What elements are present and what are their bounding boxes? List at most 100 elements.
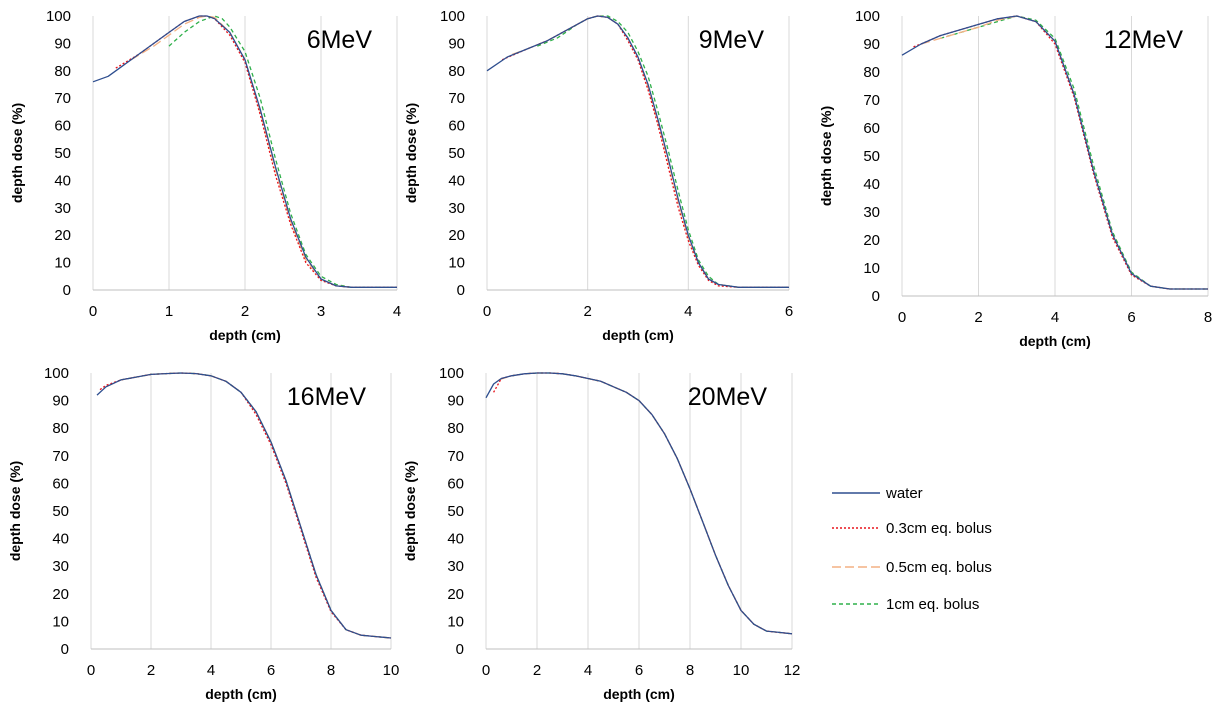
y-tick-label: 10 xyxy=(52,613,69,630)
x-tick-label: 6 xyxy=(785,303,793,320)
y-tick-label: 60 xyxy=(863,120,880,137)
x-tick-label: 2 xyxy=(974,309,982,326)
panel-energy-label: 20MeV xyxy=(688,383,768,411)
series-line-0-5cm-eq-bolus xyxy=(920,15,1208,290)
panel-energy-label: 6MeV xyxy=(307,26,373,54)
x-tick-label: 2 xyxy=(583,303,591,320)
legend-label-0.3cm-bolus: 0.3cm eq. bolus xyxy=(886,520,992,537)
y-axis-title: depth dose (%) xyxy=(7,461,23,561)
x-tick-label: 0 xyxy=(898,309,906,326)
x-tick-label: 2 xyxy=(147,662,155,679)
y-tick-label: 50 xyxy=(52,503,69,520)
y-tick-label: 20 xyxy=(54,227,71,244)
y-tick-label: 60 xyxy=(54,118,71,135)
y-tick-label: 90 xyxy=(448,35,465,52)
series-line-0-3cm-eq-bolus xyxy=(493,372,793,635)
y-tick-label: 40 xyxy=(863,176,880,193)
y-tick-label: 80 xyxy=(863,64,880,81)
series-line-water xyxy=(485,372,793,635)
y-tick-label: 70 xyxy=(448,90,465,107)
y-tick-label: 40 xyxy=(448,172,465,189)
legend-label-0.5cm-bolus: 0.5cm eq. bolus xyxy=(886,559,992,576)
y-axis-title: depth dose (%) xyxy=(9,103,25,203)
series-line-0-5cm-eq-bolus xyxy=(105,372,392,639)
y-tick-label: 30 xyxy=(448,200,465,217)
series-line-1cm-eq-bolus xyxy=(940,15,1208,290)
legend-label-water: water xyxy=(885,485,923,502)
x-axis-title: depth (cm) xyxy=(1019,333,1091,349)
y-tick-label: 100 xyxy=(855,8,880,25)
x-tick-label: 4 xyxy=(1051,309,1059,326)
y-tick-label: 100 xyxy=(44,365,69,382)
y-tick-label: 20 xyxy=(447,586,464,603)
y-tick-label: 50 xyxy=(447,503,464,520)
x-tick-label: 0 xyxy=(89,303,97,320)
y-tick-label: 0 xyxy=(61,641,69,658)
x-tick-label: 2 xyxy=(241,303,249,320)
legend-label-1cm-bolus: 1cm eq. bolus xyxy=(886,596,979,613)
panel-energy-label: 12MeV xyxy=(1104,26,1184,54)
y-tick-label: 60 xyxy=(52,475,69,492)
y-tick-label: 50 xyxy=(863,148,880,165)
x-axis-title: depth (cm) xyxy=(209,327,281,343)
y-tick-label: 20 xyxy=(52,586,69,603)
y-tick-label: 50 xyxy=(448,145,465,162)
y-axis-title: depth dose (%) xyxy=(403,103,419,203)
y-tick-label: 40 xyxy=(447,531,464,548)
x-tick-label: 4 xyxy=(584,662,592,679)
y-tick-label: 40 xyxy=(52,531,69,548)
x-axis-title: depth (cm) xyxy=(603,686,675,702)
series-line-0-3cm-eq-bolus xyxy=(501,15,789,288)
series-line-water xyxy=(486,15,789,288)
y-tick-label: 60 xyxy=(448,118,465,135)
y-tick-label: 90 xyxy=(52,393,69,410)
x-tick-label: 10 xyxy=(733,662,750,679)
y-tick-label: 30 xyxy=(447,558,464,575)
y-tick-label: 0 xyxy=(872,288,880,305)
y-tick-label: 80 xyxy=(52,420,69,437)
x-tick-label: 0 xyxy=(87,662,95,679)
series-line-1cm-eq-bolus xyxy=(168,15,397,288)
x-tick-label: 6 xyxy=(1127,309,1135,326)
series-line-water xyxy=(96,372,392,639)
panel-energy-label: 16MeV xyxy=(287,383,367,411)
x-tick-label: 3 xyxy=(317,303,325,320)
series-line-0-5cm-eq-bolus xyxy=(130,15,397,288)
series-line-water xyxy=(92,15,397,288)
y-tick-label: 20 xyxy=(863,232,880,249)
y-tick-label: 60 xyxy=(447,475,464,492)
series-line-1cm-eq-bolus xyxy=(537,15,789,288)
x-tick-label: 6 xyxy=(635,662,643,679)
y-tick-label: 10 xyxy=(448,255,465,272)
y-tick-label: 100 xyxy=(439,365,464,382)
x-tick-label: 10 xyxy=(383,662,400,679)
y-tick-label: 70 xyxy=(52,448,69,465)
y-tick-label: 10 xyxy=(447,613,464,630)
x-tick-label: 8 xyxy=(1204,309,1212,326)
x-tick-label: 4 xyxy=(207,662,215,679)
y-tick-label: 100 xyxy=(46,8,71,25)
x-tick-label: 8 xyxy=(327,662,335,679)
y-tick-label: 30 xyxy=(54,200,71,217)
y-tick-label: 30 xyxy=(863,204,880,221)
series-line-water xyxy=(901,15,1208,290)
y-tick-label: 70 xyxy=(54,90,71,107)
y-tick-label: 80 xyxy=(54,63,71,80)
y-tick-label: 90 xyxy=(54,35,71,52)
panel-20mev: 0 2 4 6 8 10 12 0 10 20 30 40 50 60 70 80 90 100 depth (cm… xyxy=(402,365,800,702)
series-line-1cm-eq-bolus xyxy=(511,372,793,635)
y-tick-label: 0 xyxy=(456,641,464,658)
y-axis-title: depth dose (%) xyxy=(818,106,834,206)
panel-energy-label: 9MeV xyxy=(699,26,765,54)
x-axis-title: depth (cm) xyxy=(205,686,277,702)
x-tick-label: 2 xyxy=(533,662,541,679)
y-tick-label: 0 xyxy=(63,282,71,299)
x-tick-label: 0 xyxy=(482,662,490,679)
y-tick-label: 40 xyxy=(54,172,71,189)
